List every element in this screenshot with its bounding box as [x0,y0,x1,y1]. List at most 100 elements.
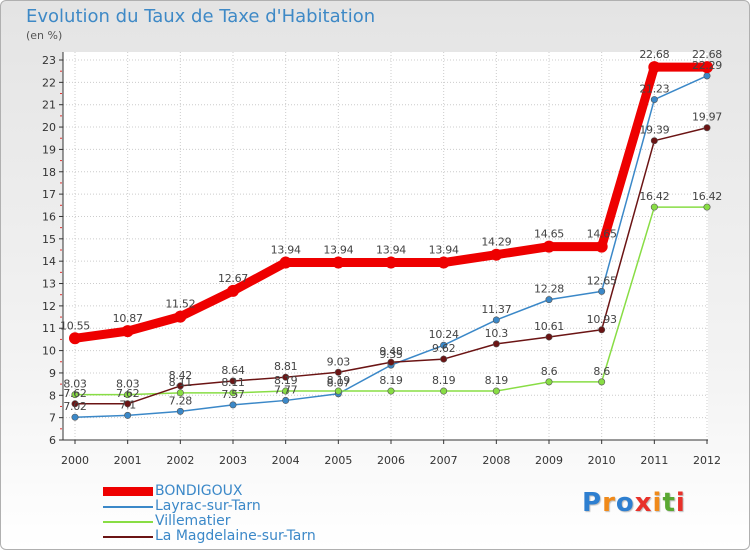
data-label: 13.94 [271,244,301,257]
y-tick-label: 14 [42,255,56,268]
x-tick-label: 2002 [166,454,194,467]
chart-title: Evolution du Taux de Taxe d'Habitation [26,6,376,27]
data-label: 10.3 [485,327,509,340]
x-tick-label: 2008 [482,454,510,467]
legend-label: Layrac-sur-Tarn [155,498,261,514]
data-label: 21.23 [639,83,669,96]
data-label: 8.03 [63,378,87,391]
data-point [648,61,661,74]
data-label: 22.68 [639,48,669,61]
data-point [543,240,555,253]
data-label: 8.81 [274,360,297,373]
data-label: 8.19 [379,374,403,387]
legend-label: Villematier [155,513,231,529]
y-tick-label: 13 [42,278,56,291]
x-tick-label: 2000 [61,454,89,467]
y-tick-label: 12 [42,300,56,313]
data-label: 14.29 [481,236,511,249]
data-label: 19.39 [639,124,669,137]
data-label: 8.6 [541,365,558,378]
x-tick-label: 2009 [535,454,563,467]
y-tick-label: 9 [49,367,56,380]
data-point [650,96,658,104]
data-point [279,256,292,269]
data-label: 7.62 [63,387,86,400]
data-label: 8.11 [169,376,192,389]
y-tick-label: 16 [42,210,56,223]
x-tick-label: 2007 [430,454,458,467]
data-point [387,358,395,366]
data-label: 8.19 [327,374,351,387]
data-label: 13.94 [323,244,353,257]
y-tick-label: 11 [42,322,56,335]
data-label: 9.48 [379,345,403,358]
data-label: 7.02 [63,400,86,413]
data-point [282,373,290,381]
data-label: 16.42 [639,190,669,203]
data-label: 12.28 [534,283,564,296]
data-label: 8.19 [485,374,509,387]
logo-letter: t [662,488,676,518]
data-label: 8.6 [593,365,610,378]
data-label: 22.29 [692,59,722,72]
data-label: 16.42 [692,190,722,203]
legend-swatch [103,521,153,523]
data-point [437,256,450,269]
data-label: 8.19 [432,374,456,387]
data-point [176,389,184,397]
data-point [598,326,606,334]
data-point [650,137,658,145]
y-tick-label: 18 [42,166,56,179]
data-point [334,368,342,376]
data-point [71,400,79,408]
y-tick-label: 20 [42,121,56,134]
data-label: 19.97 [692,111,722,124]
data-label: 10.93 [587,313,617,326]
data-point [174,310,187,323]
y-tick-label: 21 [42,99,56,112]
data-point [387,387,395,395]
data-label: 10.24 [429,328,459,341]
data-point [650,203,658,211]
data-point [71,413,79,421]
data-point [121,325,134,338]
y-tick-label: 8 [49,389,56,402]
data-label: 10.55 [60,319,90,332]
logo-letter: o [615,488,635,518]
data-point [545,333,553,341]
data-label: 8.64 [221,364,245,377]
data-point [703,124,711,132]
data-point [332,256,345,269]
x-tick-label: 2003 [219,454,247,467]
data-label: 8.11 [221,376,244,389]
data-point [334,387,342,395]
data-label: 11.37 [481,303,511,316]
data-point [440,341,448,349]
data-point [440,387,448,395]
data-point [282,396,290,404]
logo-letter: P [582,488,603,518]
data-label: 13.94 [376,244,406,257]
data-label: 10.87 [113,312,143,325]
x-tick-label: 2004 [272,454,300,467]
legend-swatch [103,536,153,538]
legend-swatch [103,506,153,508]
y-tick-label: 6 [49,434,56,447]
data-point [703,72,711,80]
data-label: 9.35 [379,348,403,361]
data-point [229,389,237,397]
data-point [545,378,553,386]
data-label: 7.28 [169,394,193,407]
legend-label: BONDIGOUX [155,483,243,499]
logo-letter: i [652,488,663,518]
x-tick-label: 2010 [588,454,616,467]
logo-letter: i [675,488,686,518]
x-tick-label: 2006 [377,454,405,467]
data-point [598,378,606,386]
data-label: 7.62 [116,387,139,400]
data-point [229,377,237,385]
data-point [703,203,711,211]
data-label: 14.65 [587,228,617,241]
data-point [69,332,81,345]
